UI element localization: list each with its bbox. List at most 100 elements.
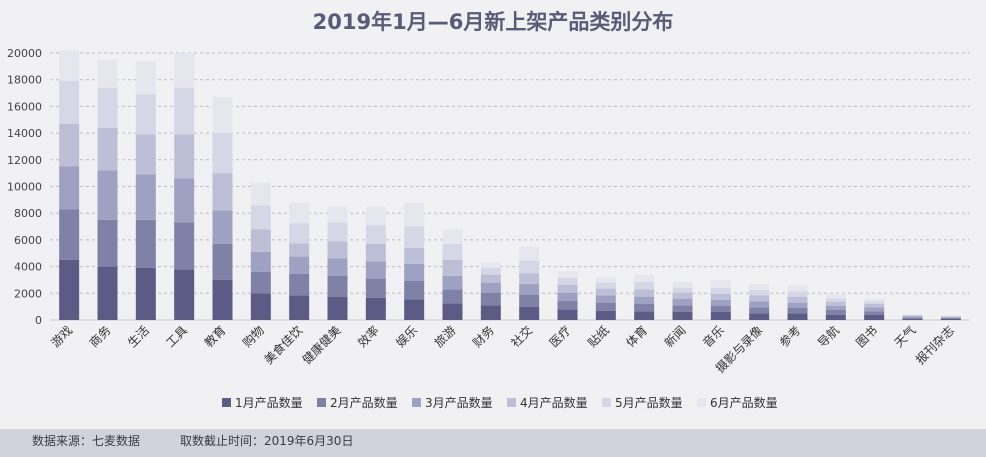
bar-segment [480, 282, 501, 293]
bar-segment [825, 301, 846, 306]
bar-segment [289, 223, 310, 244]
bar-segment [864, 301, 885, 304]
bar-segment [787, 296, 808, 303]
bar-segment [480, 305, 501, 320]
legend-item: 5月产品数量 [602, 395, 683, 410]
x-tick-label: 教育 [201, 323, 229, 351]
bar-segment [825, 298, 846, 302]
legend-swatch [697, 398, 706, 407]
bar-segment [940, 318, 961, 320]
y-tick-label: 18000 [7, 74, 42, 87]
bar-segment [59, 81, 80, 124]
bar-segment [174, 134, 195, 179]
bar-stack [442, 229, 463, 320]
x-tick-label: 新闻 [661, 323, 689, 351]
legend-label: 2月产品数量 [330, 395, 398, 410]
bar-segment [212, 279, 233, 320]
bar-stack [404, 202, 425, 320]
bar-stack [940, 315, 961, 320]
bar-segment [404, 280, 425, 300]
bar-segment [59, 259, 80, 320]
bar-segment [672, 298, 693, 306]
bar-segment [519, 260, 540, 274]
bar-segment [787, 285, 808, 292]
bar-segment [864, 307, 885, 312]
bar-segment [289, 273, 310, 296]
bar-segment [634, 281, 655, 290]
bar-segment [404, 247, 425, 264]
legend-label: 4月产品数量 [520, 395, 588, 410]
bar-stack [710, 279, 731, 320]
legend-swatch [317, 398, 326, 407]
bar-segment [902, 315, 923, 317]
bar-segment [519, 294, 540, 307]
bar-segment [710, 311, 731, 320]
bar-segment [289, 202, 310, 224]
bar-segment [672, 287, 693, 293]
bar-stack [825, 294, 846, 320]
x-tick-label: 效率 [354, 323, 382, 351]
bar-segment [519, 273, 540, 284]
bar-segment [480, 292, 501, 306]
bar-stack [365, 206, 386, 320]
bar-segment [519, 246, 540, 261]
y-tick-label: 0 [35, 314, 42, 327]
bar-segment [787, 313, 808, 320]
bar-segment [902, 314, 923, 316]
bar-segment [365, 297, 386, 320]
bar-stack [59, 50, 80, 320]
bar-segment [634, 303, 655, 312]
bar-stack [672, 281, 693, 320]
y-tick-label: 20000 [7, 47, 42, 60]
bar-segment [672, 292, 693, 299]
bar-segment [557, 284, 578, 293]
bar-segment [710, 305, 731, 312]
bar-stack [519, 246, 540, 320]
bar-segment [634, 311, 655, 320]
bar-segment [902, 317, 923, 319]
x-tick-label: 旅游 [432, 323, 459, 350]
x-tick-label: 体育 [623, 323, 651, 351]
gridlines [50, 52, 970, 321]
bar-segment [710, 299, 731, 306]
legend-swatch [602, 398, 611, 407]
bar-segment [672, 305, 693, 312]
x-tick-label: 财务 [469, 323, 497, 351]
x-tick-label: 健康健美 [299, 323, 344, 368]
y-axis: 0 2000 4000 6000 8000 10000 12000 14000 16000 180… [7, 47, 42, 327]
bar-segment [365, 243, 386, 262]
bar-segment [825, 309, 846, 315]
bar-segment [365, 278, 386, 298]
y-tick-label: 10000 [7, 181, 42, 194]
bar-segment [442, 243, 463, 260]
bar-segment [902, 314, 923, 315]
bar-stack [97, 59, 118, 320]
x-tick-label: 游戏 [48, 323, 75, 350]
bar-segment [365, 225, 386, 244]
y-tick-label: 16000 [7, 100, 42, 113]
bar-segment [825, 305, 846, 310]
bar-stack [634, 274, 655, 320]
bar-segment [557, 277, 578, 285]
x-tick-label: 导航 [814, 323, 842, 351]
bar-segment [595, 310, 616, 320]
bar-segment [749, 313, 770, 320]
bar-segment [519, 306, 540, 320]
bar-segment [97, 219, 118, 267]
bar-segment [787, 307, 808, 314]
bar-segment [97, 59, 118, 88]
bar-segment [404, 263, 425, 281]
bar-stack [135, 61, 156, 320]
bar-segment [97, 170, 118, 220]
bar-segment [135, 61, 156, 95]
bar-segment [864, 311, 885, 315]
y-tick-label: 14000 [7, 127, 42, 140]
bar-segment [212, 173, 233, 211]
bar-segment [289, 243, 310, 257]
bar-segment [97, 266, 118, 320]
bar-segment [940, 317, 961, 319]
bar-segment [480, 267, 501, 275]
data-cutoff-date: 取数截止时间：2019年6月30日 [180, 434, 354, 448]
bar-segment [404, 226, 425, 248]
bar-segment [749, 301, 770, 308]
